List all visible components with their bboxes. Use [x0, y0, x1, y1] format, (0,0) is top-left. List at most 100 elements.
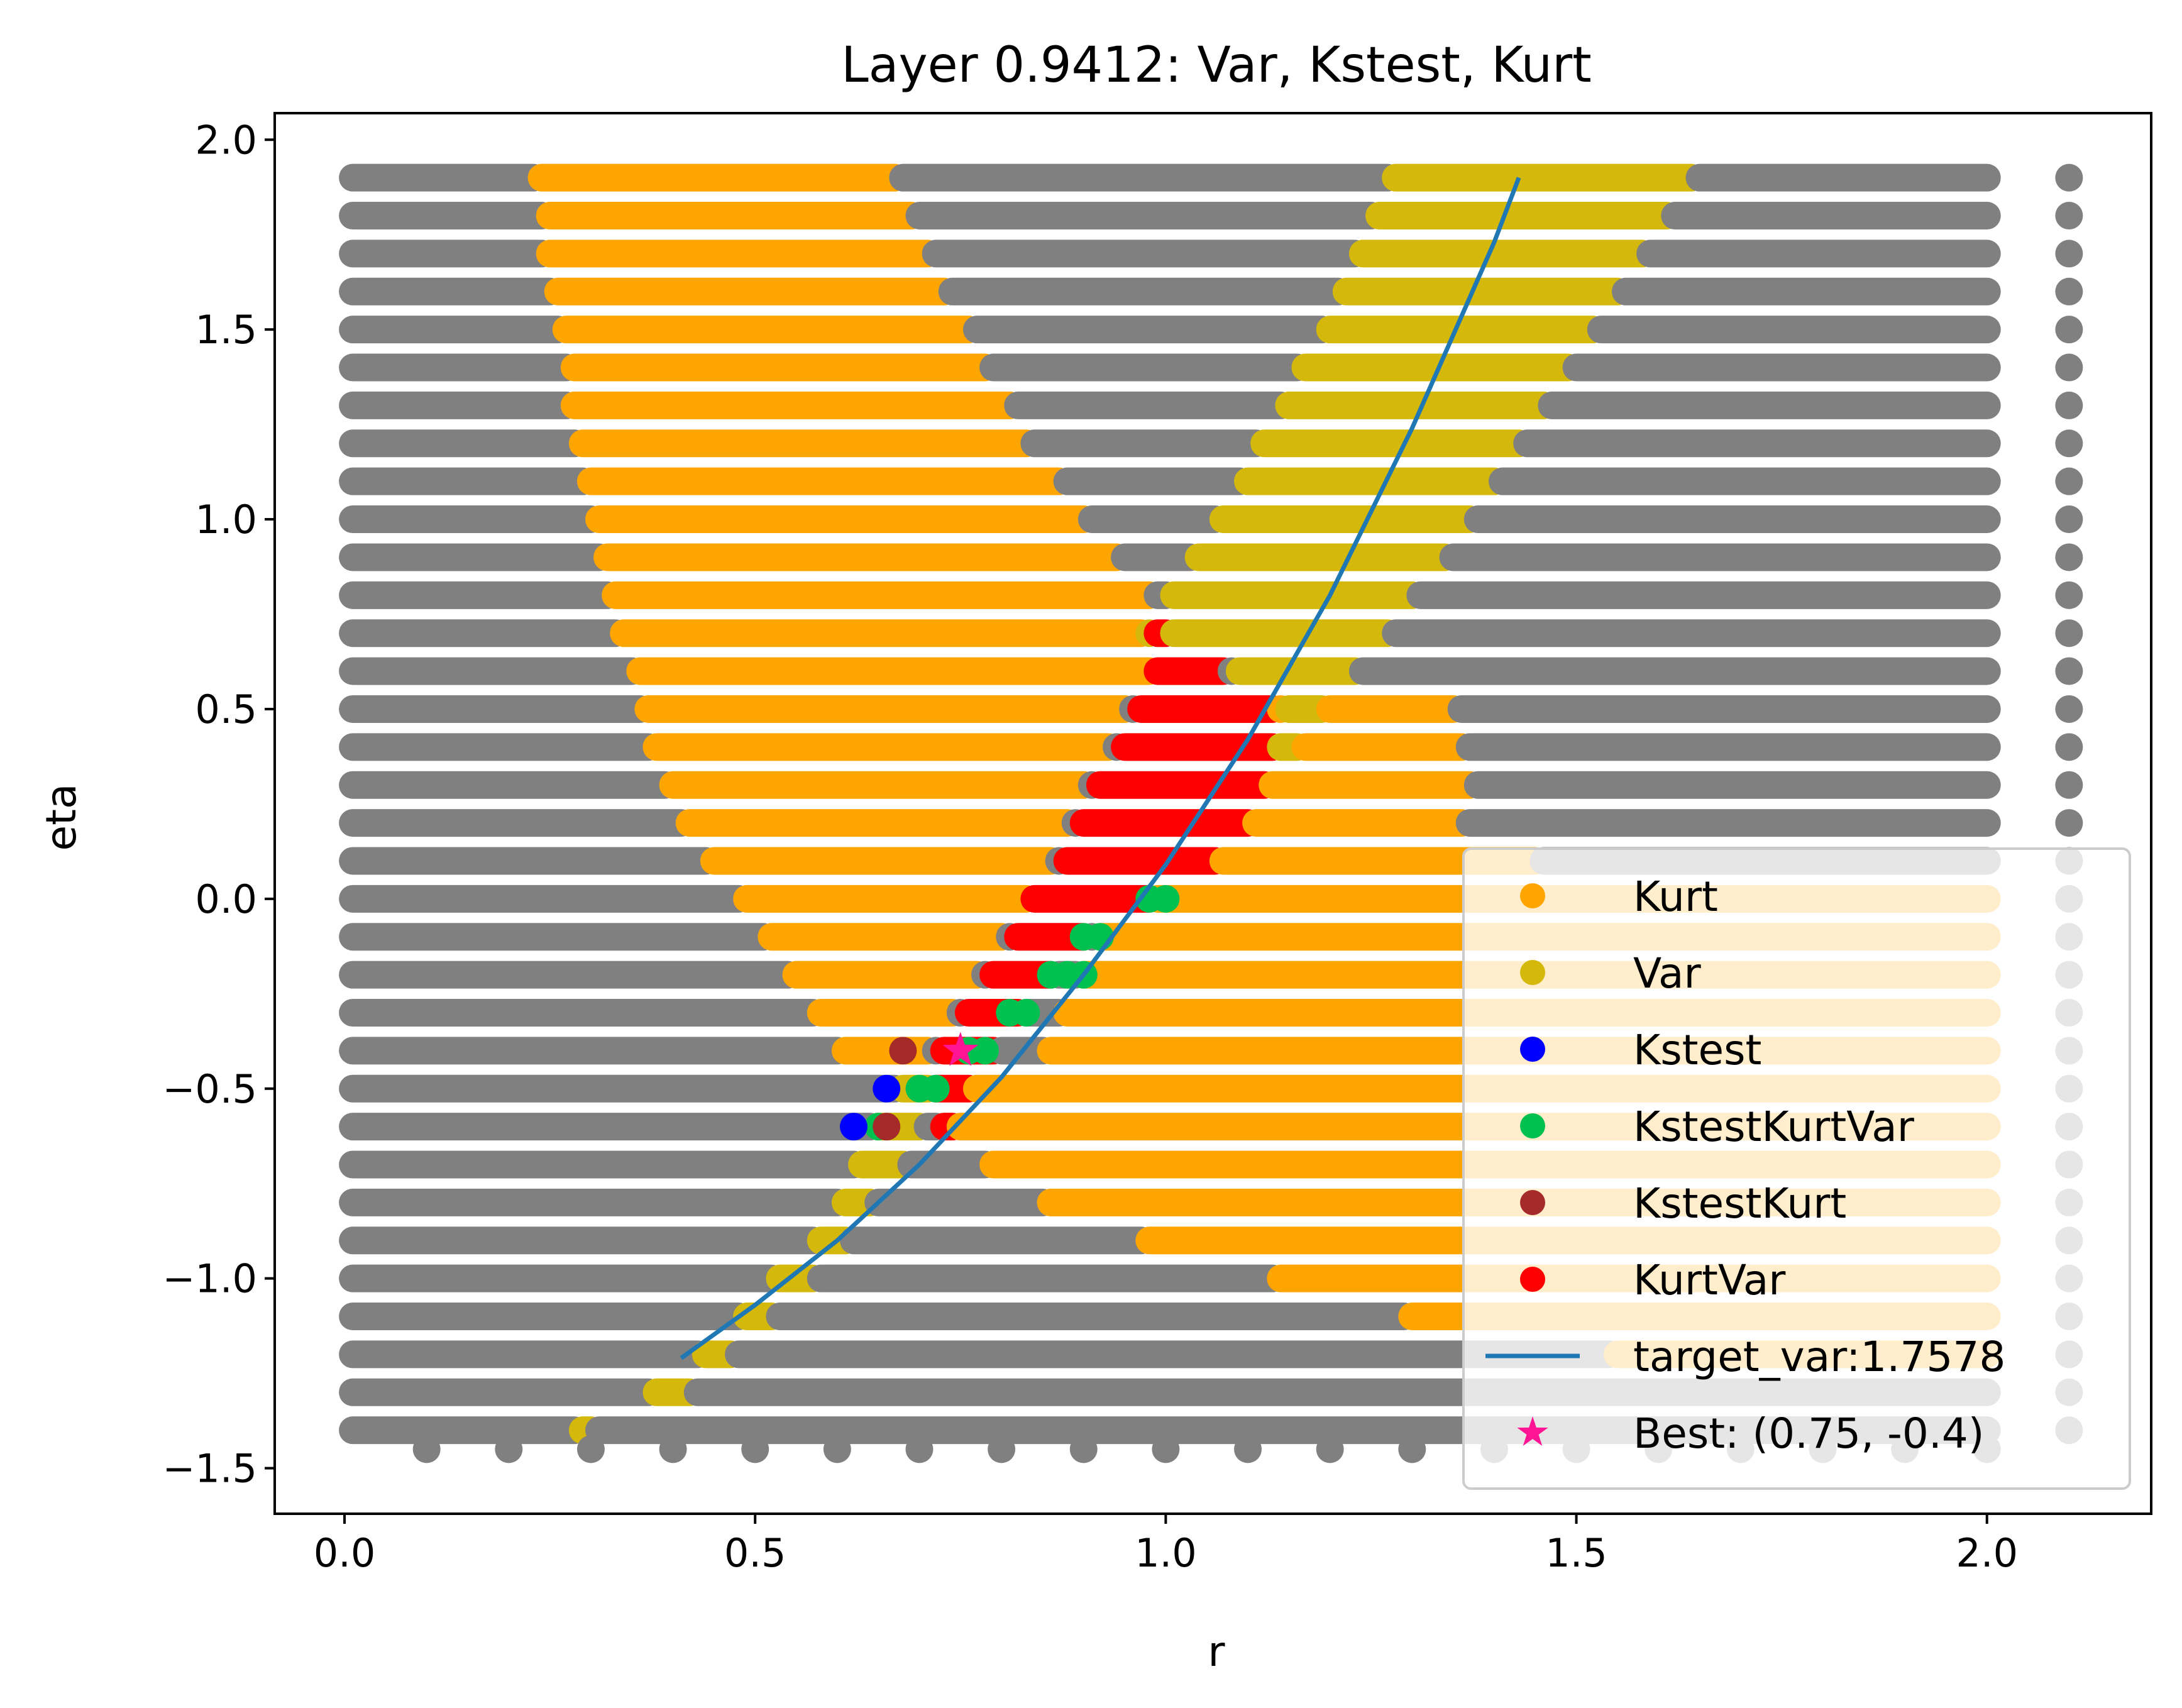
point-run [560, 353, 999, 382]
point-run [1439, 543, 2001, 571]
legend-marker [1520, 1037, 1545, 1062]
data-point [889, 1037, 917, 1065]
point-run [339, 505, 605, 534]
point-run [339, 619, 630, 647]
y-tick-label: 1.5 [195, 307, 257, 353]
point-run [339, 202, 556, 230]
point-run [1406, 581, 2001, 609]
point-run [1020, 429, 1270, 458]
grid-point [988, 1435, 1016, 1463]
point-run [1225, 657, 1369, 685]
grid-point [576, 1435, 605, 1463]
data-point [873, 1113, 901, 1141]
grid-row [339, 733, 2083, 761]
point-run [339, 1303, 753, 1331]
legend-label: KstestKurt [1633, 1179, 1846, 1228]
point-run [1275, 391, 1558, 419]
point-run [339, 429, 588, 458]
point-run [979, 353, 1311, 382]
grid-point [659, 1435, 687, 1463]
grid-point [823, 1435, 851, 1463]
grid-point [2055, 163, 2083, 192]
point-run [1053, 847, 1229, 875]
point-run [659, 771, 1098, 799]
point-run [1160, 581, 1426, 609]
point-run [1348, 240, 1656, 268]
grid-point [2055, 202, 2083, 230]
grid-row [339, 240, 2083, 268]
grid-point [905, 1435, 934, 1463]
point-run [339, 240, 556, 268]
point-run [1259, 771, 1484, 799]
legend-box [1462, 847, 2131, 1490]
point-run [1685, 163, 2001, 192]
point-run [864, 1188, 1057, 1216]
point-run [1587, 316, 2001, 344]
data-point [922, 1074, 950, 1103]
x-tick-label: 0.5 [724, 1530, 786, 1576]
point-run [1455, 809, 2001, 837]
point-run [576, 467, 1073, 495]
point-run [339, 391, 580, 419]
grid-point [2055, 581, 2083, 609]
point-run [889, 163, 1402, 192]
grid-row [339, 505, 2083, 534]
point-run [1611, 277, 2001, 306]
grid-point [741, 1435, 769, 1463]
y-tick-label: 2.0 [195, 117, 257, 163]
point-run [339, 923, 778, 951]
point-run [1184, 543, 1459, 571]
axes-frame [273, 112, 2152, 1515]
grid-row [339, 581, 2083, 609]
point-run [733, 884, 1040, 913]
point-run [1004, 391, 1295, 419]
point-run [807, 1264, 1287, 1292]
point-run [1382, 163, 1705, 192]
point-run [626, 657, 1164, 685]
grid-point [2055, 657, 2083, 685]
grid-point [1152, 1435, 1180, 1463]
point-run [1348, 657, 2001, 685]
point-run [1077, 505, 1229, 534]
point-run [1382, 619, 2001, 647]
target-var-line [680, 177, 1521, 1360]
grid-point [2055, 277, 2083, 306]
point-run [339, 1416, 588, 1445]
point-run [339, 277, 564, 306]
point-run [1316, 695, 1467, 723]
grid-point [2055, 809, 2083, 837]
legend-marker [1520, 1113, 1545, 1138]
point-run [339, 884, 753, 913]
point-run [339, 733, 663, 761]
point-run [339, 1037, 851, 1065]
point-run [339, 809, 695, 837]
grid-point [1069, 1435, 1098, 1463]
point-run [536, 202, 925, 230]
point-run [552, 316, 983, 344]
point-run [1209, 505, 1484, 534]
point-run [766, 1303, 1418, 1331]
point-run [1538, 391, 2001, 419]
grid-point [495, 1435, 523, 1463]
legend-star-swatch [1517, 1416, 1548, 1446]
grid-point [2055, 619, 2083, 647]
point-run [1513, 429, 2001, 458]
best-point-star [942, 1032, 979, 1066]
point-run [1242, 809, 1475, 837]
point-run [568, 429, 1040, 458]
point-run [1069, 809, 1262, 837]
grid-row [339, 277, 2083, 306]
x-tick-label: 1.5 [1545, 1530, 1607, 1576]
data-point [1152, 884, 1180, 913]
y-axis-label: eta [37, 784, 85, 851]
x-tick-label: 0.0 [314, 1530, 376, 1576]
grid-row [339, 695, 2083, 723]
point-run [905, 202, 1385, 230]
grid-row [339, 391, 2083, 419]
point-run [339, 1340, 712, 1369]
legend-marker [1520, 1190, 1545, 1215]
point-run [1661, 202, 2001, 230]
point-run [339, 353, 580, 382]
point-run [1250, 429, 1533, 458]
data-point [873, 1074, 901, 1103]
